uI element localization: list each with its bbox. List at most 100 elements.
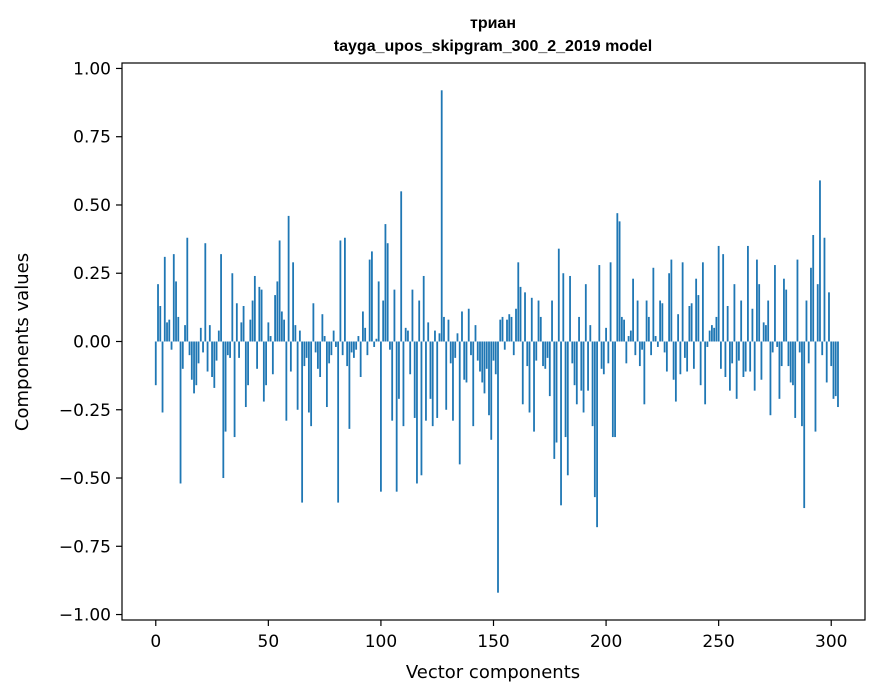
bar: [683, 341, 686, 358]
bar: [474, 325, 477, 342]
bar: [431, 341, 434, 427]
x-axis-label: Vector components: [406, 662, 580, 683]
bar: [566, 341, 569, 476]
bar: [555, 341, 558, 443]
bar: [600, 341, 603, 369]
bar: [715, 316, 718, 342]
bar: [294, 325, 297, 342]
bar: [258, 286, 261, 342]
bar: [269, 336, 272, 342]
y-tick-label: −0.75: [59, 537, 111, 557]
bar: [307, 341, 310, 413]
bar: [323, 336, 326, 342]
bar: [416, 341, 418, 484]
y-tick-label: −0.50: [59, 469, 111, 489]
bar: [542, 341, 544, 367]
bar: [767, 300, 770, 342]
bar: [159, 306, 162, 342]
bar: [251, 300, 254, 342]
bar: [821, 341, 824, 356]
bar: [753, 341, 756, 391]
bar: [222, 341, 225, 479]
bar: [686, 341, 689, 372]
bar: [668, 273, 671, 342]
bar: [233, 341, 236, 438]
bar: [501, 316, 504, 342]
bar: [623, 319, 625, 342]
bar: [492, 341, 495, 361]
bar: [591, 341, 594, 427]
bar: [276, 281, 279, 342]
y-tick-label: 0.00: [73, 333, 111, 353]
bar: [186, 237, 189, 342]
bar: [771, 341, 774, 353]
bar: [740, 300, 743, 342]
x-axis: 0 50 100 150 200 250 300: [150, 620, 847, 652]
bars-group: [154, 90, 839, 593]
bar: [704, 341, 707, 405]
bar: [274, 295, 276, 342]
x-tick-label: 0: [150, 632, 161, 652]
bar: [420, 341, 423, 476]
bar: [663, 341, 666, 353]
bar: [699, 341, 702, 386]
bar: [735, 341, 738, 399]
bar: [262, 341, 265, 402]
bar: [722, 254, 725, 342]
bar: [708, 330, 711, 342]
bar: [402, 341, 405, 427]
bar: [769, 341, 772, 416]
bar: [798, 341, 801, 353]
bar: [380, 341, 382, 492]
bar: [681, 262, 684, 342]
bar: [792, 341, 794, 386]
bar: [321, 314, 324, 342]
bar: [161, 341, 164, 413]
bar: [172, 254, 175, 342]
bar: [733, 284, 736, 342]
bar: [235, 303, 238, 342]
bar: [310, 341, 313, 427]
bar: [744, 341, 747, 372]
bar: [429, 341, 432, 399]
bar: [260, 289, 263, 342]
bar: [544, 341, 547, 369]
bar: [524, 292, 526, 342]
bar: [319, 341, 322, 377]
bar: [298, 330, 301, 342]
bar: [362, 311, 364, 342]
bar: [573, 341, 576, 386]
bar: [202, 341, 204, 353]
bar: [337, 341, 340, 503]
bar: [476, 341, 479, 361]
x-tick-label: 50: [258, 632, 280, 652]
chart-subtitle: tayga_upos_skipgram_300_2_2019 model: [334, 38, 652, 55]
bar: [407, 330, 409, 342]
bar: [780, 341, 783, 367]
bar: [409, 341, 412, 375]
bar: [287, 215, 290, 342]
bar: [413, 341, 416, 418]
bar: [373, 341, 376, 347]
x-tick-label: 300: [815, 632, 847, 652]
bar: [652, 267, 655, 342]
bar: [166, 322, 168, 342]
chart-title: триан: [470, 15, 516, 32]
bar: [528, 341, 531, 413]
bar: [467, 308, 470, 342]
x-tick-label: 250: [702, 632, 734, 652]
bar: [393, 289, 396, 342]
bar: [749, 341, 752, 372]
bar: [814, 341, 817, 432]
bar: [587, 341, 589, 391]
bar: [724, 341, 727, 377]
bar: [398, 341, 400, 399]
bar: [206, 341, 209, 372]
bar: [485, 341, 488, 369]
bar: [391, 341, 394, 421]
bar: [488, 341, 490, 416]
bar: [314, 341, 317, 353]
bar: [672, 341, 675, 380]
bar: [175, 281, 177, 342]
